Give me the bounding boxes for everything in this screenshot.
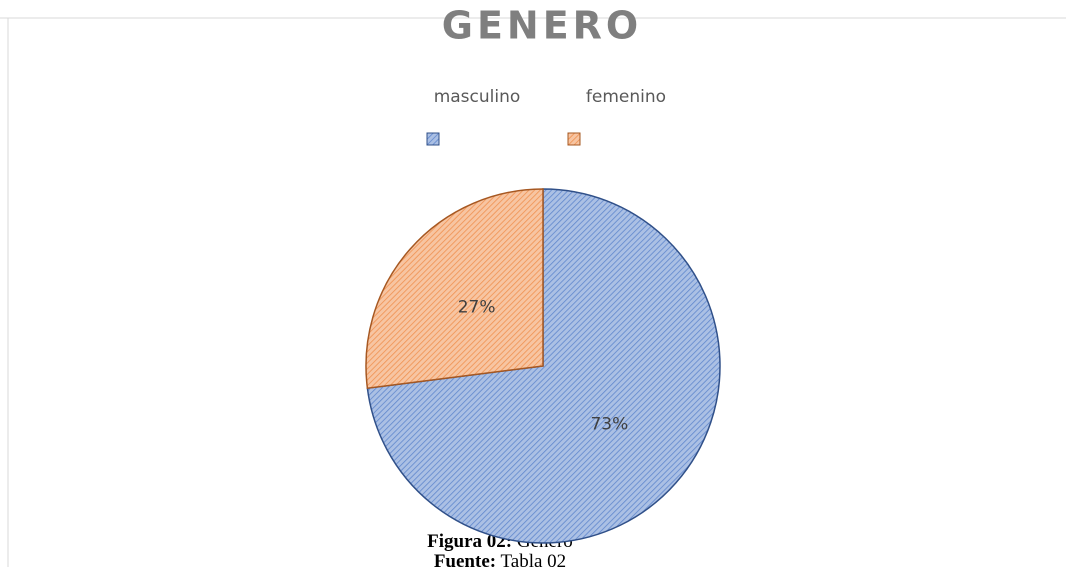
source-text: Tabla 02 [501, 551, 567, 567]
data-label: 73% [590, 415, 628, 435]
legend-label: masculino [434, 87, 521, 107]
chart-title: GENERO [442, 4, 642, 48]
data-label: 27% [458, 297, 496, 317]
pie-slice [365, 188, 544, 390]
legend-label: femenino [586, 87, 666, 107]
figure-label: Figura 02: [427, 531, 512, 552]
source-label: Fuente: [434, 551, 496, 567]
source-caption: Fuente: Tabla 02 [434, 551, 566, 567]
legend-swatch [567, 132, 581, 146]
legend-swatch [426, 132, 440, 146]
